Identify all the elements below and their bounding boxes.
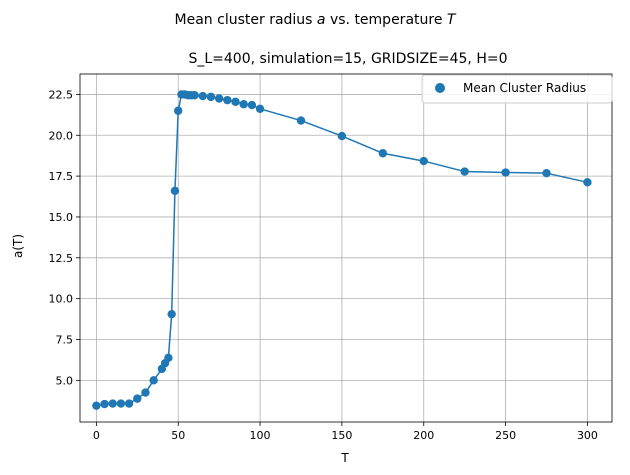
- suptitle-var-a: a: [317, 12, 326, 28]
- data-point: [501, 168, 510, 177]
- data-point: [223, 95, 232, 105]
- data-point: [583, 178, 592, 187]
- data-point: [170, 186, 180, 196]
- legend-label: Mean Cluster Radius: [463, 81, 586, 95]
- y-tick-label: 17.5: [49, 170, 74, 183]
- y-tick-label: 7.5: [56, 333, 74, 346]
- data-point: [133, 394, 142, 403]
- x-tick-label: 250: [495, 429, 516, 442]
- data-point: [116, 399, 126, 408]
- data-point: [164, 353, 173, 362]
- data-point: [141, 388, 150, 397]
- suptitle-prefix: Mean cluster radius: [175, 12, 317, 28]
- data-point: [460, 167, 469, 176]
- data-point: [255, 104, 265, 114]
- x-tick-label: 50: [171, 429, 185, 442]
- data-point: [174, 106, 183, 115]
- data-point: [337, 131, 347, 141]
- y-tick-label: 5.0: [56, 374, 74, 387]
- legend: Mean Cluster Radius: [421, 74, 613, 104]
- suptitle-middle: vs. temperature: [326, 12, 447, 28]
- data-point: [198, 91, 207, 101]
- data-point: [542, 168, 551, 178]
- data-point: [167, 309, 176, 319]
- y-tick-label: 10.0: [49, 293, 74, 306]
- data-point: [108, 399, 117, 408]
- y-axis-ticks: 5.0 7.5 10.0 12.5 15.0 17.5 20.0 22.5: [49, 88, 80, 387]
- y-tick-label: 22.5: [49, 88, 74, 101]
- data-point: [149, 376, 158, 385]
- data-point: [214, 94, 224, 103]
- plot-area-border: [79, 73, 613, 423]
- x-tick-label: 150: [331, 429, 352, 442]
- data-point: [231, 97, 240, 106]
- x-tick-label: 0: [93, 429, 100, 442]
- series-layer: [92, 90, 592, 410]
- x-tick-label: 200: [413, 429, 434, 442]
- x-tick-label: 100: [250, 429, 271, 442]
- y-tick-label: 15.0: [49, 211, 74, 224]
- x-axis-label: T: [340, 451, 349, 465]
- data-point: [239, 100, 248, 109]
- x-tick-label: 300: [577, 429, 598, 442]
- axes-frame: [79, 73, 613, 423]
- x-axis-ticks: 0 50 100 150 200 250 300: [93, 422, 598, 442]
- legend-marker: [435, 83, 445, 93]
- data-point: [100, 399, 109, 409]
- figure-suptitle: Mean cluster radius a vs. temperature T: [175, 12, 457, 28]
- data-point: [190, 91, 199, 100]
- y-tick-label: 20.0: [49, 129, 74, 142]
- data-point: [206, 92, 216, 102]
- data-point: [419, 156, 428, 166]
- data-point: [296, 116, 306, 125]
- chart-title: S_L=400, simulation=15, GRIDSIZE=45, H=0: [188, 51, 507, 67]
- legend-box: [421, 74, 613, 104]
- y-tick-label: 12.5: [49, 252, 74, 265]
- suptitle-var-t: T: [447, 12, 457, 28]
- data-point: [124, 399, 134, 408]
- data-point: [92, 401, 101, 410]
- data-point: [247, 100, 257, 110]
- data-point: [378, 149, 388, 158]
- y-axis-label: a(T): [11, 234, 25, 258]
